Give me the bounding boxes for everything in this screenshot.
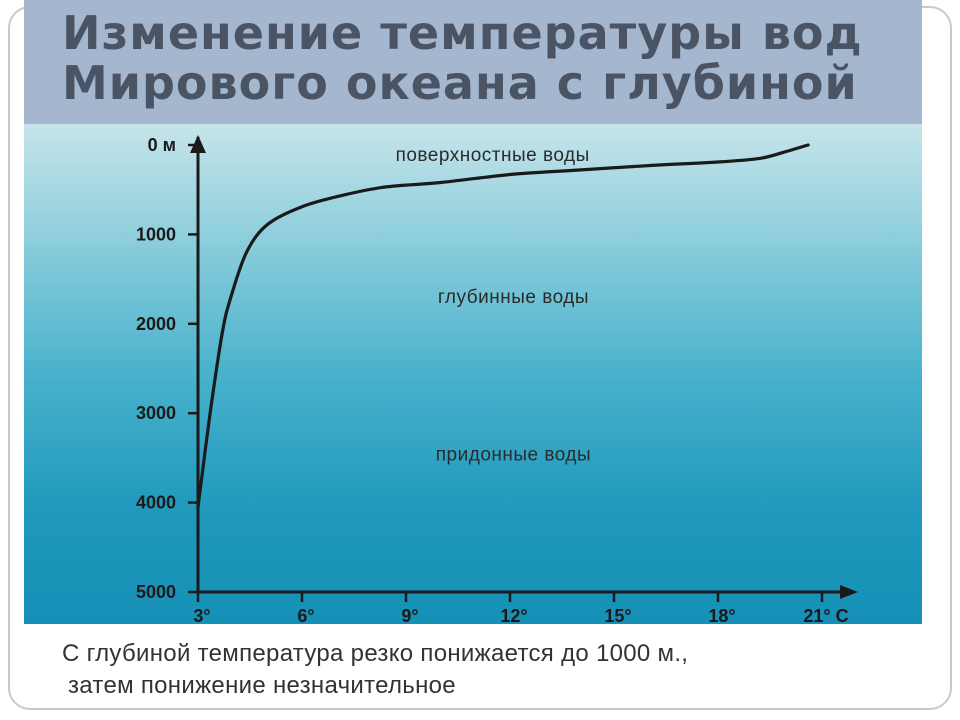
chart-title: Изменение температуры вод Мирового океан… (62, 8, 863, 108)
x-tick-label: 12° (500, 606, 527, 624)
zone-label: глубинные воды (438, 287, 589, 308)
temperature-depth-chart: 0 м 1000 2000 3000 4000 5000 3° 6° 9° 12° 15° 18° 21… (136, 135, 858, 624)
temperature-curve (196, 143, 810, 509)
zone-label: поверхностные воды (396, 145, 590, 166)
title-line-2: Мирового океана с глубиной (62, 56, 858, 110)
caption-line-2: затем понижение незначительное (68, 672, 456, 699)
figure: Изменение температуры вод Мирового океан… (24, 0, 922, 624)
x-tick-label: 15° (604, 606, 631, 624)
y-tick-label: 5000 (136, 582, 176, 602)
x-tick-label: 6° (297, 606, 314, 624)
zone-label: придонные воды (436, 444, 591, 465)
y-tick-label: 2000 (136, 314, 176, 334)
x-tick-label: 18° (708, 606, 735, 624)
y-tick-label: 0 м (148, 135, 176, 155)
plot-layer: 0 м 1000 2000 3000 4000 5000 3° 6° 9° 12° 15° 18° 21… (136, 135, 858, 624)
caption: С глубиной температура резко понижается … (62, 638, 688, 702)
x-tick-label: 3° (193, 606, 210, 624)
title-band: Изменение температуры вод Мирового океан… (24, 0, 922, 124)
y-tick-label: 3000 (136, 403, 176, 423)
caption-line-1: С глубиной температура резко понижается … (62, 640, 689, 667)
x-tick-label: 9° (401, 606, 418, 624)
water-background (24, 124, 922, 624)
x-axis-arrow (840, 585, 858, 599)
y-tick-label: 4000 (136, 493, 176, 513)
title-line-1: Изменение температуры вод (62, 6, 863, 60)
y-tick-label: 1000 (136, 224, 176, 244)
x-tick-label: 21° C (803, 606, 848, 624)
